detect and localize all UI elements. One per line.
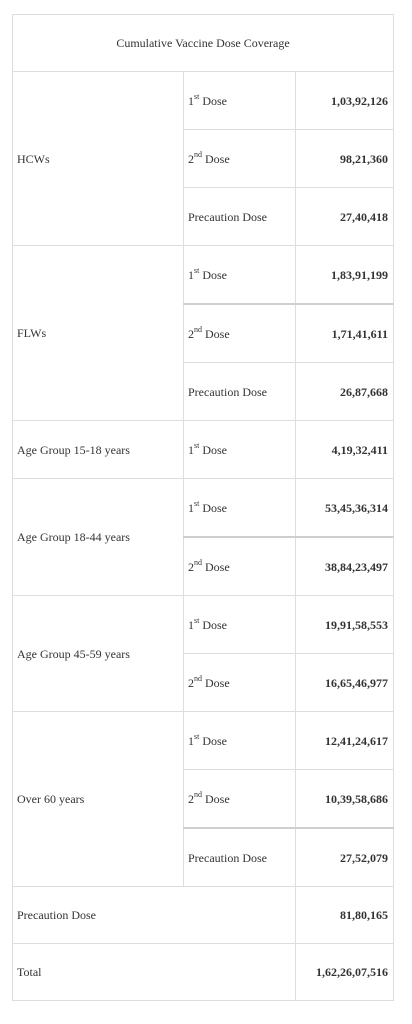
dose-label: Precaution Dose	[183, 362, 296, 421]
dose-label: 1st Dose	[183, 71, 296, 130]
dose-value: 1,71,41,611	[294, 303, 395, 363]
dose-value: 26,87,668	[294, 362, 395, 421]
dose-value: 38,84,23,497	[294, 536, 395, 596]
dose-value: 10,39,58,686	[294, 769, 395, 829]
dose-label: 2nd Dose	[183, 129, 296, 188]
table-row: Age Group 18-44 years 1st Dose 53,45,36,…	[12, 478, 395, 596]
dose-value: 12,41,24,617	[294, 711, 395, 770]
dose-value: 27,52,079	[294, 827, 395, 887]
table-row: 2nd Dose 98,21,360	[13, 129, 395, 188]
dose-value: 19,91,58,553	[294, 595, 395, 654]
table-row: Total 1,62,26,07,516	[12, 943, 395, 1001]
group-label: Age Group 18-44 years	[12, 478, 184, 596]
table-row: 2nd Dose 16,65,46,977	[13, 653, 395, 712]
dose-value: 98,21,360	[294, 129, 395, 188]
precaution-total-label: Precaution Dose	[12, 886, 296, 944]
total-label: Total	[12, 943, 296, 1001]
table-row: Precaution Dose 81,80,165	[12, 886, 395, 944]
dose-value: 27,40,418	[294, 187, 395, 246]
dose-label: 1st Dose	[183, 595, 296, 654]
group-label: Age Group 45-59 years	[12, 595, 184, 712]
dose-label: 2nd Dose	[183, 653, 296, 712]
dose-label: 2nd Dose	[183, 536, 296, 596]
vaccine-coverage-table-wrapper: Cumulative Vaccine Dose Coverage HCWs 1s…	[11, 14, 395, 1001]
dose-label: Precaution Dose	[183, 187, 296, 246]
dose-value: 53,45,36,314	[294, 478, 395, 538]
table-row: 2nd Dose 1,71,41,611	[13, 303, 395, 363]
table-row: Precaution Dose 27,40,418	[13, 187, 395, 246]
dose-label: 1st Dose	[183, 478, 296, 538]
table-row: 2nd Dose 38,84,23,497	[13, 536, 395, 596]
precaution-total-value: 81,80,165	[294, 886, 395, 944]
table-title: Cumulative Vaccine Dose Coverage	[11, 14, 395, 72]
table-row: 2nd Dose 10,39,58,686	[13, 769, 395, 829]
table-row: HCWs 1st Dose 1,03,92,126	[12, 71, 395, 246]
table-row: Over 60 years 1st Dose 12,41,24,617	[12, 711, 395, 887]
table-row: Age Group 15-18 years 1st Dose 4,19,32,4…	[12, 420, 395, 479]
total-value: 1,62,26,07,516	[294, 943, 395, 1001]
dose-label: 2nd Dose	[183, 769, 296, 829]
vaccine-coverage-table: Cumulative Vaccine Dose Coverage HCWs 1s…	[11, 14, 395, 1001]
table-row: Age Group 45-59 years 1st Dose 19,91,58,…	[12, 595, 395, 712]
dose-value: 1,83,91,199	[294, 245, 395, 305]
dose-value: 16,65,46,977	[294, 653, 395, 712]
dose-label: 1st Dose	[183, 420, 296, 479]
table-row: FLWs 1st Dose 1,83,91,199	[12, 245, 395, 421]
group-label: FLWs	[12, 245, 184, 421]
dose-label: Precaution Dose	[183, 827, 296, 887]
table-row: Precaution Dose 26,87,668	[13, 362, 395, 421]
group-label: Age Group 15-18 years	[12, 420, 184, 479]
table-row: Precaution Dose 27,52,079	[13, 827, 395, 887]
dose-label: 1st Dose	[183, 245, 296, 305]
group-label: Over 60 years	[12, 711, 184, 887]
dose-value: 4,19,32,411	[294, 420, 395, 479]
group-label: HCWs	[12, 71, 184, 246]
table-title-row: Cumulative Vaccine Dose Coverage	[11, 14, 395, 72]
dose-label: 2nd Dose	[183, 303, 296, 363]
dose-label: 1st Dose	[183, 711, 296, 770]
dose-value: 1,03,92,126	[294, 71, 395, 130]
